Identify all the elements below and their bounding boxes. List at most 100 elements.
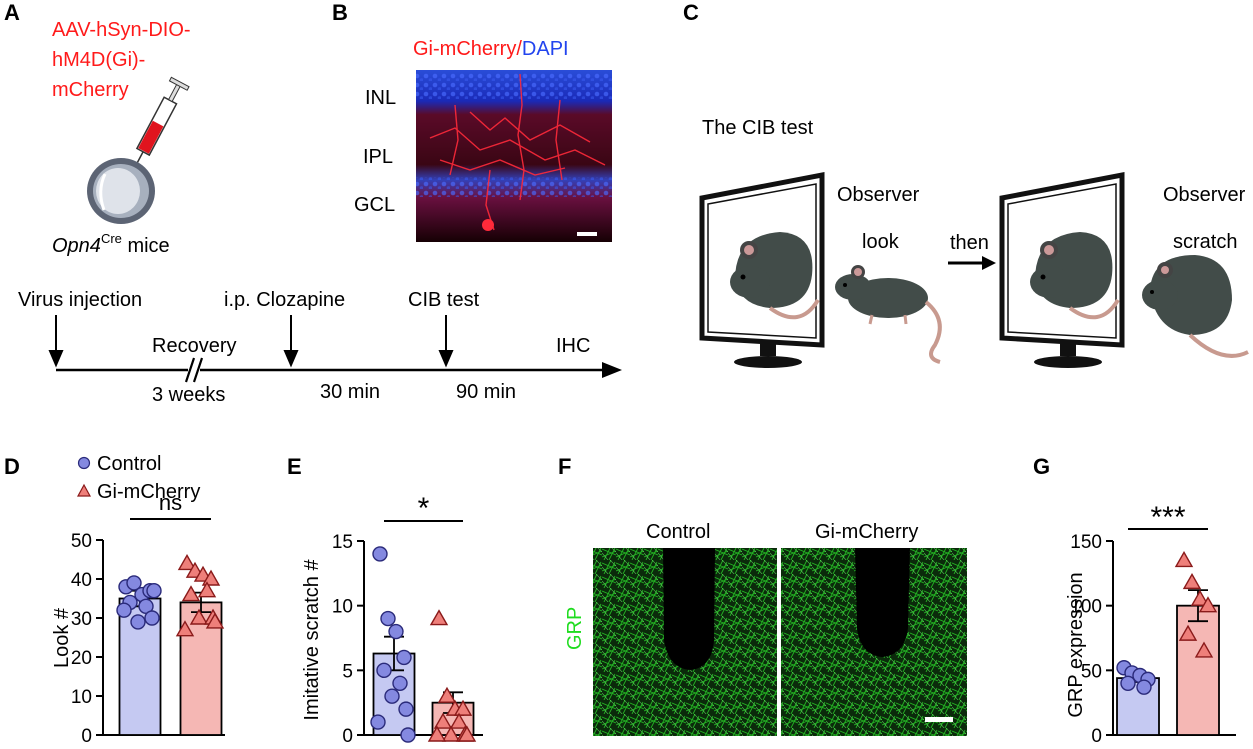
- scale-bar: [577, 232, 597, 236]
- data-point-gi-mcherry: [1182, 572, 1202, 590]
- y-tick-label: 40: [71, 570, 92, 591]
- data-point-control: [376, 662, 392, 679]
- grp-micrograph-control: [593, 548, 777, 736]
- y-tick-label: 0: [81, 726, 92, 744]
- data-point-control: [126, 575, 142, 591]
- data-point-gi-mcherry: [181, 585, 201, 602]
- data-point-control: [398, 701, 414, 717]
- y-axis-label: GRP expression: [1065, 572, 1087, 717]
- y-tick-label: 15: [332, 532, 353, 553]
- mice-label: Opn4Cre mice: [52, 231, 170, 257]
- y-tick-label: 150: [1070, 532, 1102, 553]
- timeline-markers: [48, 315, 454, 368]
- mice-gene: Opn4: [52, 235, 101, 257]
- virus-line-2: hM4D(Gi)-: [52, 49, 145, 71]
- data-point-gi-mcherry: [427, 725, 447, 742]
- virus-line-1: AAV-hSyn-DIO-: [52, 19, 191, 41]
- grp-micrograph-gi: [781, 548, 967, 736]
- data-point-control: [396, 649, 412, 666]
- y-tick-label: 50: [71, 531, 92, 552]
- y-tick-label: 30: [71, 609, 92, 630]
- data-point-gi-mcherry: [449, 712, 469, 729]
- timeline-90-min: 90 min: [456, 381, 516, 403]
- timeline-break-mark: [184, 357, 196, 383]
- panel-b-title: Gi-mCherry/DAPI: [413, 38, 569, 60]
- panel-f-gi-label: Gi-mCherry: [815, 521, 918, 543]
- legend-gi-marker: [76, 483, 92, 497]
- data-point-gi-mcherry: [453, 699, 473, 716]
- layer-label-inl: INL: [365, 87, 396, 109]
- then-label: then: [950, 232, 989, 254]
- significance-label: ns: [159, 490, 182, 515]
- data-point-gi-mcherry: [197, 581, 217, 598]
- timeline-cib-test: CIB test: [408, 289, 480, 311]
- data-point-control: [116, 602, 132, 618]
- data-point-gi-mcherry: [1174, 550, 1194, 568]
- scale-bar: [925, 717, 953, 722]
- panel-label-a: A: [4, 0, 20, 25]
- timeline-30-min: 30 min: [320, 381, 380, 403]
- panel-label-g: G: [1033, 454, 1050, 479]
- timeline-recovery: Recovery: [152, 335, 236, 357]
- data-point-control: [1136, 679, 1152, 695]
- data-point-gi-mcherry: [437, 686, 457, 703]
- timeline-arrowhead: [602, 362, 622, 378]
- data-point-gi-mcherry: [1194, 641, 1214, 658]
- look-label: look: [862, 231, 900, 253]
- timeline: Virus injection i.p. Clozapine CIB test …: [18, 289, 622, 406]
- data-point-gi-mcherry: [433, 712, 453, 729]
- data-point-control: [146, 583, 162, 599]
- mice-sup: Cre: [101, 231, 122, 246]
- data-point-gi-mcherry: [441, 725, 461, 742]
- data-point-gi-mcherry: [189, 608, 209, 625]
- y-axis-label: Imitative scratch #: [301, 559, 323, 721]
- syringe-icon: [131, 76, 190, 174]
- data-point-gi-mcherry: [175, 620, 195, 637]
- significance-label: *: [418, 492, 430, 525]
- data-point-control: [370, 714, 386, 730]
- eye-icon: [87, 158, 155, 224]
- timeline-3-weeks: 3 weeks: [152, 384, 225, 406]
- data-point-control: [130, 614, 146, 630]
- chart-grp-expression: 0 50 100 150 GRP expression ***: [1065, 501, 1236, 747]
- y-tick-label: 5: [342, 661, 353, 682]
- panel-b-title-blue: DAPI: [522, 38, 569, 60]
- legend-gi-label: Gi-mCherry: [97, 481, 200, 503]
- legend: Control Gi-mCherry: [76, 453, 200, 503]
- panel-label-d: D: [4, 454, 20, 479]
- data-point-control: [1120, 675, 1136, 691]
- chart-imitative-scratch: 0 5 10 15 Imitative scratch # *: [301, 492, 483, 747]
- legend-control-label: Control: [97, 453, 161, 475]
- data-point-gi-mcherry: [1198, 596, 1218, 613]
- cib-test-title: The CIB test: [702, 117, 814, 139]
- significance-label: ***: [1150, 501, 1185, 534]
- y-tick-label: 50: [1081, 661, 1102, 682]
- data-point-gi-mcherry: [1178, 624, 1198, 641]
- layer-label-gcl: GCL: [354, 194, 395, 216]
- observer-mouse-icon-look: [835, 265, 942, 364]
- mouse-in-screen-icon-1: [730, 232, 820, 320]
- layer-label-ipl: IPL: [363, 146, 393, 168]
- data-point-gi-mcherry: [457, 725, 477, 742]
- data-point-control: [388, 623, 404, 640]
- y-tick-label: 10: [71, 687, 92, 708]
- panel-b-title-red: Gi-mCherry: [413, 38, 516, 60]
- virus-label: AAV-hSyn-DIO- hM4D(Gi)- mCherry: [52, 19, 191, 101]
- observer-label-1: Observer: [837, 184, 920, 206]
- data-point-control: [392, 675, 408, 691]
- mice-suffix: mice: [122, 235, 170, 257]
- y-tick-label: 100: [1070, 597, 1102, 618]
- mouse-in-screen-icon-2: [1030, 232, 1120, 320]
- data-point-control: [400, 727, 416, 743]
- data-point-control: [144, 610, 160, 626]
- scratch-label: scratch: [1173, 231, 1237, 253]
- legend-control-marker: [77, 456, 91, 470]
- panel-f-control-label: Control: [646, 521, 710, 543]
- panel-label-f: F: [558, 454, 571, 479]
- panel-label-c: C: [683, 0, 699, 25]
- data-point-control: [384, 688, 400, 704]
- panel-label-e: E: [287, 454, 302, 479]
- panel-b-title-sep: /: [516, 38, 522, 60]
- virus-line-3: mCherry: [52, 79, 129, 101]
